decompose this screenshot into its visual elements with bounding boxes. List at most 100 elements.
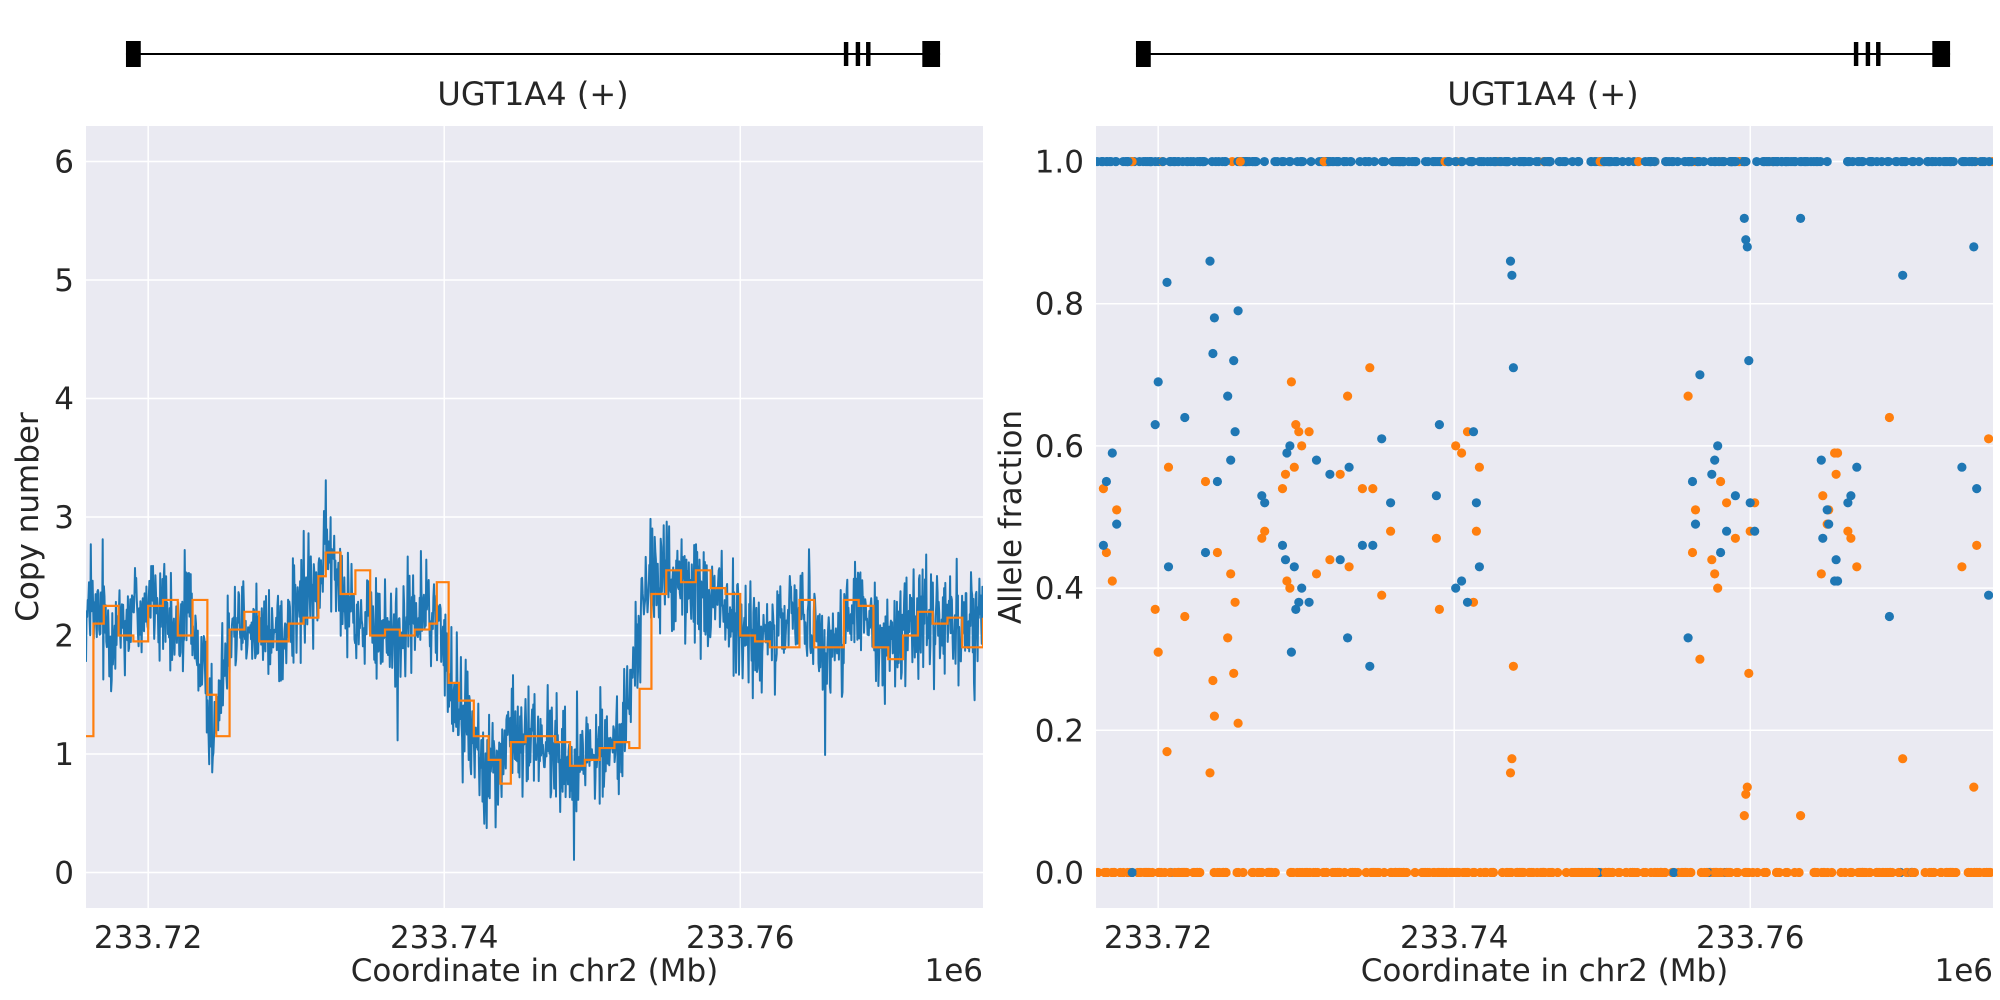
allele-point-a: [1741, 235, 1751, 245]
allele-point-row-bottom: [1179, 867, 1189, 878]
gene-exon: [922, 41, 941, 67]
allele-point-a: [1451, 583, 1461, 593]
allele-point-a: [1282, 448, 1292, 458]
y-tick-label: 3: [54, 500, 74, 536]
allele-point-row-bottom: [1740, 867, 1751, 878]
allele-point-row-bottom: [1646, 867, 1656, 878]
allele-point-a: [1112, 519, 1122, 529]
allele-point-a: [1816, 455, 1826, 465]
allele-point-a: [1846, 491, 1856, 501]
allele-point-b: [1957, 562, 1967, 572]
allele-point-row-top: [1279, 156, 1289, 167]
allele-point-row-top: [1491, 156, 1501, 167]
allele-point-row-bottom: [1710, 867, 1720, 878]
allele-point-b: [1972, 540, 1982, 551]
allele-point-a: [1212, 476, 1222, 487]
allele-point-b: [1434, 604, 1444, 615]
allele-point-row-bottom: [1819, 867, 1829, 878]
allele-point-row-bottom: [1288, 867, 1298, 878]
allele-point-row-bottom: [1305, 867, 1315, 878]
allele-point-row-bottom: [1547, 867, 1557, 878]
allele-point-row-top: [1752, 156, 1762, 167]
y-tick-label: 0.4: [1035, 571, 1084, 607]
allele-point-b: [1744, 668, 1754, 679]
allele-point-b: [1505, 768, 1516, 778]
allele-point-b: [1226, 569, 1236, 579]
gene-exon: [1876, 42, 1881, 66]
allele-point-row-bottom: [1748, 867, 1758, 878]
allele-point-a: [1343, 633, 1353, 643]
allele-point-b: [1163, 462, 1174, 472]
left-plot-data: [86, 479, 983, 861]
allele-point-b: [1474, 462, 1484, 472]
allele-point-a: [1257, 491, 1267, 501]
gene-exon: [855, 42, 861, 66]
allele-point-row-top: [1801, 156, 1811, 167]
allele-point-row-bottom: [1410, 867, 1420, 878]
allele-point-row-top: [1640, 156, 1650, 167]
allele-point-b: [1843, 526, 1853, 536]
allele-point-b: [1209, 711, 1219, 721]
allele-point-b: [1289, 462, 1299, 472]
allele-point-row-top: [1198, 156, 1208, 167]
allele-point-row-top: [1844, 156, 1854, 167]
allele-point-row-top: [1946, 156, 1956, 167]
allele-point-a: [1818, 533, 1828, 543]
x-tick-label: 233.72: [1104, 920, 1212, 956]
allele-point-row-bottom: [1680, 867, 1691, 878]
allele-point-b: [1707, 555, 1717, 565]
allele-point-a: [1277, 540, 1288, 551]
allele-point-b: [1365, 363, 1375, 373]
allele-point-b: [1162, 747, 1172, 757]
x-tick-label: 233.72: [94, 920, 202, 956]
allele-point-row-bottom: [1761, 867, 1771, 878]
allele-point-a: [1683, 633, 1693, 643]
allele-point-row-bottom: [1656, 867, 1666, 878]
allele-point-row-bottom: [1722, 867, 1732, 878]
allele-point-row-top: [1970, 156, 1980, 167]
allele-point-row-top: [1106, 156, 1116, 167]
allele-point-row-top: [1854, 156, 1864, 167]
allele-point-row-top: [1822, 156, 1832, 167]
allele-point-row-bottom: [1608, 867, 1618, 878]
allele-point-b: [1984, 434, 1993, 444]
allele-point-a: [1831, 555, 1841, 565]
allele-point-row-top: [1250, 156, 1260, 167]
allele-point-row-bottom: [1517, 867, 1527, 878]
allele-point-row-top: [1364, 156, 1374, 167]
allele-point-b: [1431, 533, 1441, 543]
allele-point-row-bottom: [1334, 867, 1345, 878]
allele-point-b: [1344, 562, 1354, 572]
allele-point-row-bottom: [1929, 867, 1939, 878]
allele-point-row-bottom: [1468, 867, 1478, 878]
allele-point-b: [1969, 782, 1979, 792]
left-y-ticks: 0 1 2 3 4 5 6: [54, 145, 74, 892]
allele-point-a: [1730, 491, 1740, 501]
allele-point-row-top: [1457, 156, 1467, 167]
allele-point-row-bottom: [1790, 867, 1800, 878]
allele-point-b: [1716, 476, 1726, 487]
gene-label: UGT1A4 (+): [437, 75, 628, 113]
allele-point-a: [1431, 491, 1441, 501]
allele-point-row-bottom: [1108, 867, 1118, 878]
allele-point-row-top: [1649, 156, 1659, 167]
allele-point-b: [1343, 391, 1353, 401]
allele-point-b: [1150, 604, 1160, 615]
allele-point-a: [1474, 562, 1484, 572]
allele-point-b: [1898, 754, 1908, 764]
allele-point-a: [1884, 611, 1894, 622]
plot-marks: [86, 479, 983, 861]
allele-point-b: [1311, 569, 1322, 579]
allele-point-row-bottom: [1437, 867, 1447, 878]
allele-point-row-bottom: [1348, 867, 1358, 878]
allele-point-row-top: [1897, 156, 1907, 167]
allele-point-b: [1098, 484, 1108, 494]
allele-point-b: [1695, 654, 1705, 664]
allele-point-a: [1457, 576, 1467, 586]
allele-point-a: [1739, 213, 1749, 223]
allele-point-b: [1846, 533, 1856, 543]
x-tick-label: 233.76: [1696, 920, 1804, 956]
allele-point-row-bottom: [1972, 867, 1982, 878]
allele-point-b: [1386, 526, 1396, 536]
allele-point-a: [1386, 498, 1396, 508]
